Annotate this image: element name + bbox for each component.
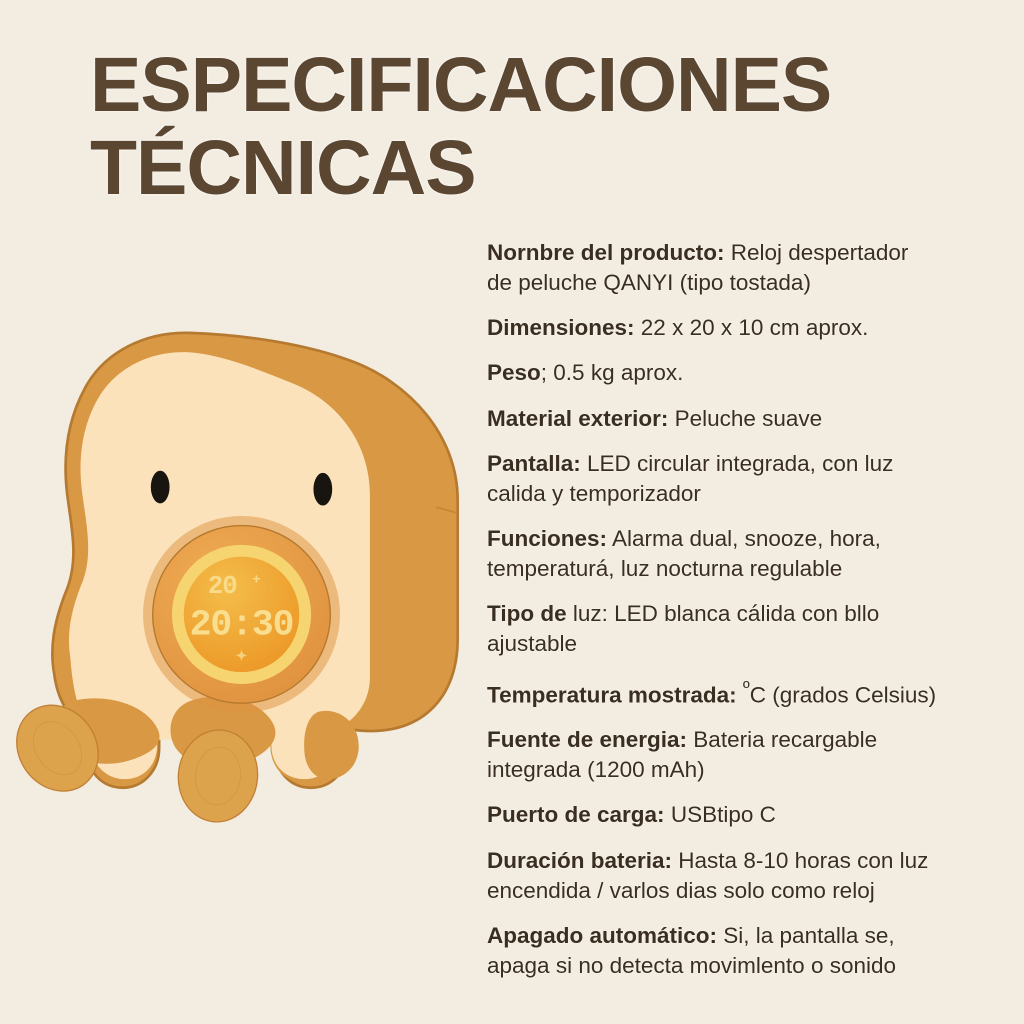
- svg-text:20: 20: [208, 572, 237, 601]
- svg-text:20:30: 20:30: [190, 605, 294, 646]
- svg-text:+: +: [252, 572, 260, 588]
- svg-text:✦: ✦: [236, 647, 248, 663]
